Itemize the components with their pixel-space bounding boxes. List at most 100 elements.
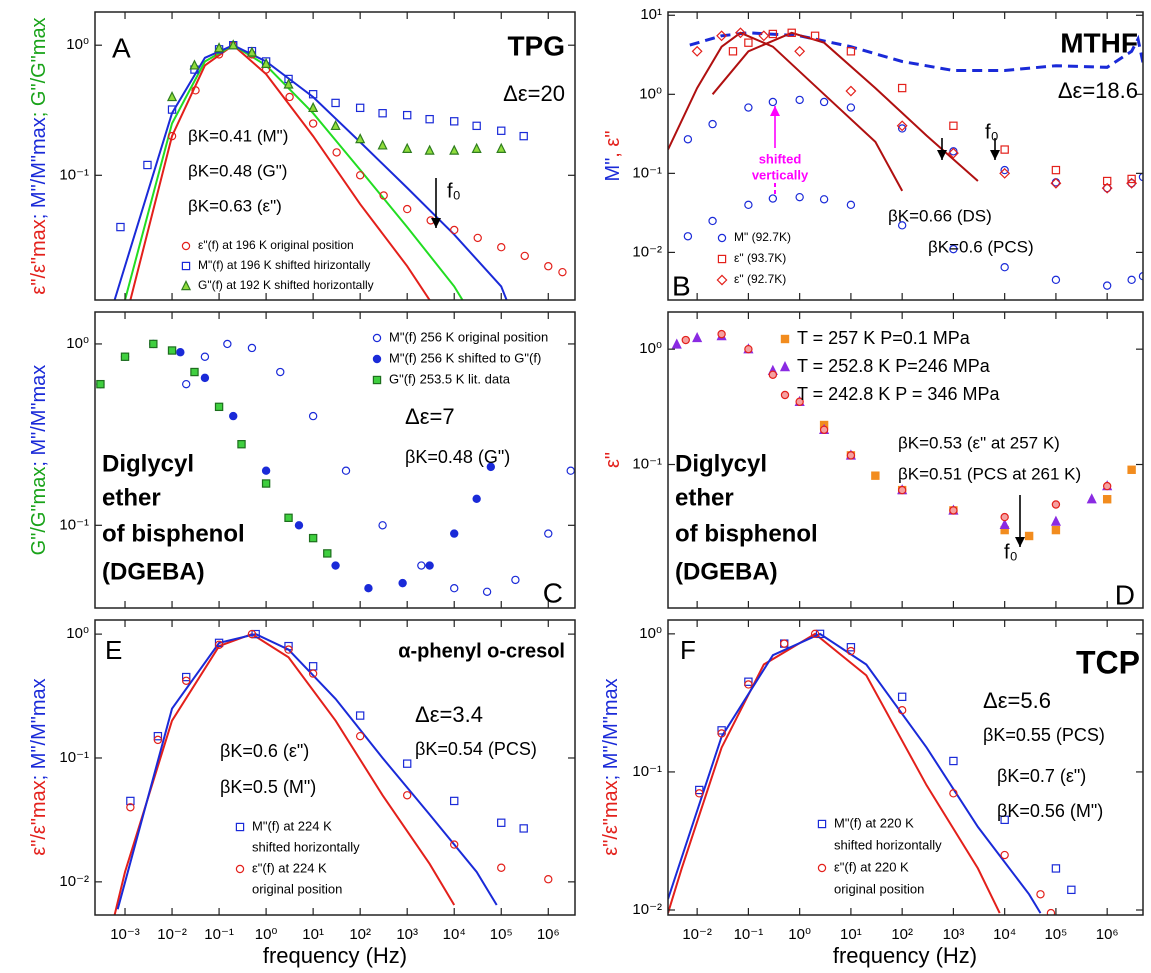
data-point	[1050, 515, 1061, 526]
data-point	[1051, 500, 1061, 509]
legend-label: M" (92.7K)	[734, 230, 791, 244]
x-axis-label: frequency (Hz)	[263, 943, 407, 968]
annotation: Diglycyl	[102, 450, 194, 477]
legend-label: G"(f) at 192 K shifted horizontally	[198, 278, 374, 292]
data-point	[1000, 850, 1009, 860]
y-axis-label: ε"	[602, 452, 624, 468]
annotation: f₀	[1004, 541, 1018, 563]
data-point	[695, 789, 704, 798]
data-point	[332, 148, 341, 157]
data-point	[200, 352, 210, 361]
data-point	[214, 640, 224, 649]
data-point	[768, 29, 778, 39]
x-axis-label: frequency (Hz)	[833, 943, 977, 968]
data-point	[450, 840, 459, 849]
legend-symbol	[716, 274, 728, 286]
fit-line	[124, 44, 464, 300]
annotation: βK=0.53 (ε" at 257 K)	[898, 433, 1060, 452]
x-tick-label: 10⁰	[788, 926, 811, 943]
data-point	[471, 142, 482, 153]
data-point	[355, 103, 365, 113]
legend-label: T = 257 K P=0.1 MPa	[797, 328, 971, 348]
legend-symbol	[717, 254, 727, 264]
legend-symbol	[372, 333, 382, 343]
data-point	[744, 200, 753, 210]
data-point	[372, 375, 382, 385]
data-point	[1050, 177, 1062, 189]
y-axis-label-part: G"/G"max	[28, 467, 50, 556]
data-point	[768, 97, 778, 107]
frame	[667, 619, 1144, 916]
data-point	[181, 261, 191, 271]
data-point	[1138, 272, 1143, 281]
legend-label: ε"(f) at 220 K	[834, 859, 909, 874]
annotation: βK=0.55 (PCS)	[983, 725, 1105, 745]
annotation: ether	[675, 484, 734, 511]
y-tick-label: 10⁻¹	[632, 164, 662, 181]
data-point	[744, 103, 753, 112]
data-point	[717, 233, 727, 243]
data-point	[795, 95, 804, 105]
x-tick-label: 10¹	[302, 926, 324, 943]
data-point	[691, 45, 703, 57]
data-point	[511, 575, 520, 585]
panel-label: D	[1115, 579, 1135, 610]
data-point	[355, 731, 365, 741]
y-tick-label: 10⁻²	[59, 873, 89, 890]
data-point	[182, 672, 191, 682]
annotation: βK=0.41 (M")	[188, 126, 288, 145]
y-axis-label-part: ε"	[602, 452, 624, 468]
data-point	[190, 367, 199, 377]
data-point	[166, 91, 178, 102]
data-point	[1051, 275, 1061, 285]
data-point	[1138, 172, 1143, 182]
plot-area	[113, 39, 567, 300]
frame	[94, 311, 576, 609]
data-point	[817, 863, 827, 873]
data-point	[417, 561, 426, 570]
data-point	[716, 274, 728, 286]
fit-line	[689, 31, 1143, 72]
arrow-head	[1015, 537, 1025, 547]
data-point	[794, 45, 806, 57]
data-point	[228, 39, 239, 50]
data-point	[398, 578, 407, 588]
data-point	[768, 194, 778, 203]
data-point	[949, 244, 958, 254]
legend-symbol	[717, 233, 727, 243]
data-point	[758, 30, 770, 42]
data-point	[308, 90, 318, 99]
data-point	[717, 729, 726, 738]
data-point	[735, 27, 746, 39]
data-point	[566, 466, 575, 475]
annotation: βK=0.5 (M")	[220, 777, 316, 797]
data-point	[308, 101, 319, 113]
data-point	[167, 131, 177, 141]
panel-label: E	[105, 635, 122, 665]
data-point	[795, 397, 804, 406]
plot-area	[668, 27, 1143, 290]
y-tick-label: 10⁻¹	[632, 763, 662, 780]
data-point	[497, 818, 506, 827]
data-point	[235, 864, 245, 874]
y-axis-label-part: , ε"	[602, 131, 624, 158]
data-point	[1127, 174, 1136, 184]
annotation: (DGEBA)	[102, 558, 205, 585]
data-point	[897, 221, 907, 230]
annotation: βK=0.6 (ε")	[220, 741, 309, 761]
data-point	[473, 233, 482, 243]
arrow-head	[990, 150, 1000, 160]
data-point	[189, 59, 200, 70]
legend-label: M"(f) at 196 K shifted hirizontally	[198, 258, 370, 272]
data-point	[261, 479, 271, 488]
data-point	[846, 643, 856, 652]
data-point	[1000, 262, 1009, 272]
annotation: f₀	[447, 180, 461, 202]
panel-label: B	[672, 270, 691, 301]
arrow-head	[431, 218, 441, 228]
x-tick-label: 10⁻²	[682, 926, 712, 943]
x-tick-label: 10⁴	[993, 926, 1016, 943]
y-tick-label: 10⁰	[66, 36, 89, 53]
data-point	[708, 216, 717, 226]
data-point	[1046, 908, 1056, 915]
